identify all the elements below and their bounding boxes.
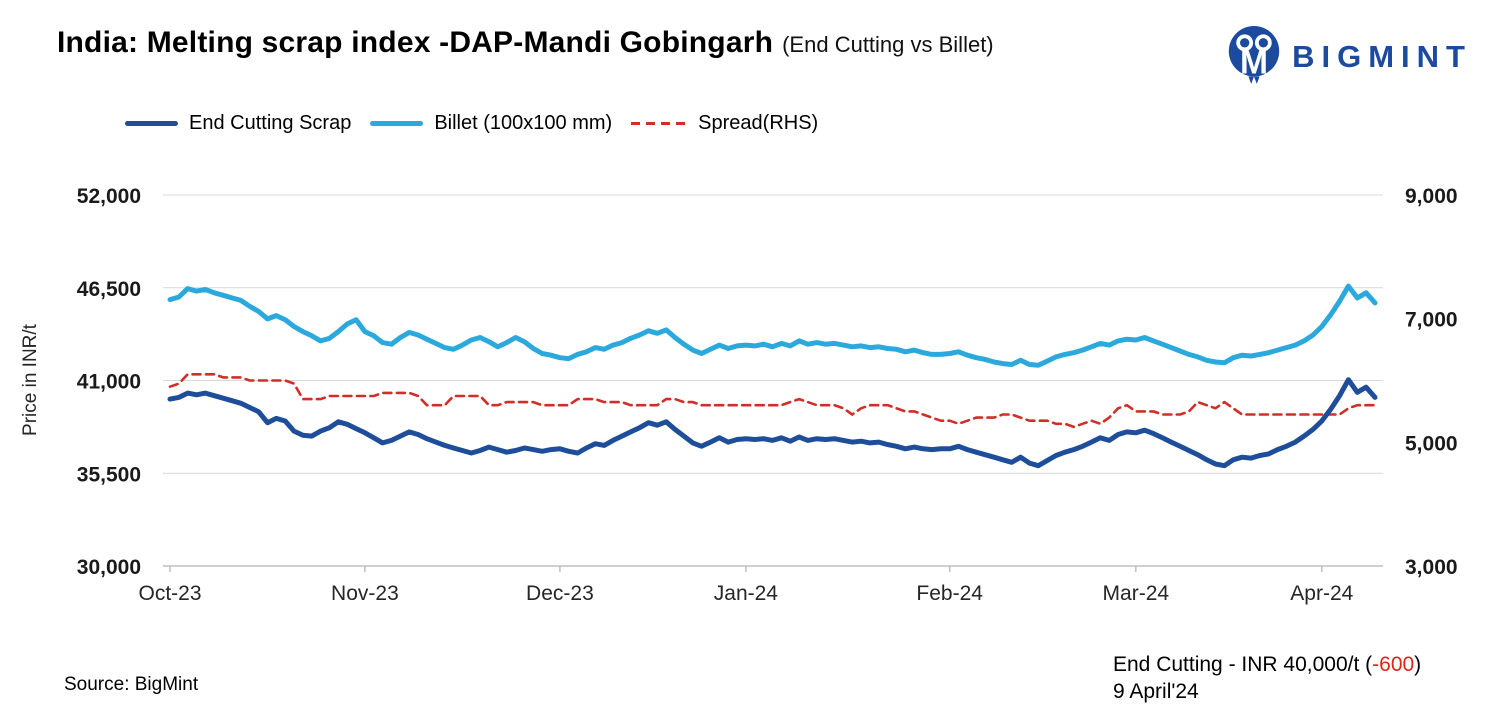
billet-line-swatch bbox=[370, 121, 424, 126]
price-change-negative: -600 bbox=[1372, 653, 1415, 676]
svg-text:Dec-23: Dec-23 bbox=[526, 582, 594, 605]
svg-text:52,000: 52,000 bbox=[77, 185, 141, 208]
svg-text:3,000: 3,000 bbox=[1405, 556, 1458, 579]
svg-text:46,500: 46,500 bbox=[77, 278, 141, 301]
legend-item-billet: Billet (100x100 mm) bbox=[370, 112, 612, 135]
source-note: Source: BigMint bbox=[64, 674, 199, 695]
svg-text:Mar-24: Mar-24 bbox=[1103, 582, 1170, 605]
bigmint-logo-icon: M bbox=[1226, 24, 1282, 89]
svg-text:5,000: 5,000 bbox=[1405, 432, 1458, 455]
legend-label-end-cutting: End Cutting Scrap bbox=[189, 112, 352, 134]
page-title: India: Melting scrap index -DAP-Mandi Go… bbox=[57, 26, 994, 60]
svg-text:30,000: 30,000 bbox=[77, 556, 141, 579]
end-cutting-line-swatch bbox=[125, 121, 178, 126]
legend-label-billet: Billet (100x100 mm) bbox=[434, 112, 613, 134]
svg-text:Feb-24: Feb-24 bbox=[916, 582, 983, 605]
svg-text:7,000: 7,000 bbox=[1405, 309, 1458, 332]
legend-item-end-cutting: End Cutting Scrap bbox=[125, 112, 351, 135]
svg-text:41,000: 41,000 bbox=[77, 371, 141, 394]
svg-text:9,000: 9,000 bbox=[1405, 185, 1458, 208]
svg-text:35,500: 35,500 bbox=[77, 463, 141, 486]
chart-title: India: Melting scrap index -DAP-Mandi Go… bbox=[57, 26, 774, 59]
annotation-line-date: 9 April'24 bbox=[1113, 680, 1199, 703]
y-axis-title: Price in INR/t bbox=[20, 324, 41, 436]
svg-text:Jan-24: Jan-24 bbox=[714, 582, 779, 605]
svg-text:Apr-24: Apr-24 bbox=[1290, 582, 1353, 605]
spread-dash-swatch bbox=[631, 122, 688, 125]
bigmint-logo: M BIGMINT bbox=[1226, 24, 1472, 89]
chart-legend: End Cutting Scrap Billet (100x100 mm) Sp… bbox=[125, 112, 818, 135]
chart-subtitle: (End Cutting vs Billet) bbox=[782, 32, 994, 57]
legend-label-spread: Spread(RHS) bbox=[698, 112, 819, 134]
legend-item-spread: Spread(RHS) bbox=[631, 112, 818, 135]
svg-text:Oct-23: Oct-23 bbox=[138, 582, 201, 605]
bigmint-wordmark: BIGMINT bbox=[1292, 38, 1472, 74]
latest-price-annotation: End Cutting - INR 40,000/t (-600) 9 Apri… bbox=[1113, 651, 1421, 705]
svg-text:Nov-23: Nov-23 bbox=[331, 582, 399, 605]
annotation-line-price: End Cutting - INR 40,000/t (-600) bbox=[1113, 653, 1422, 676]
